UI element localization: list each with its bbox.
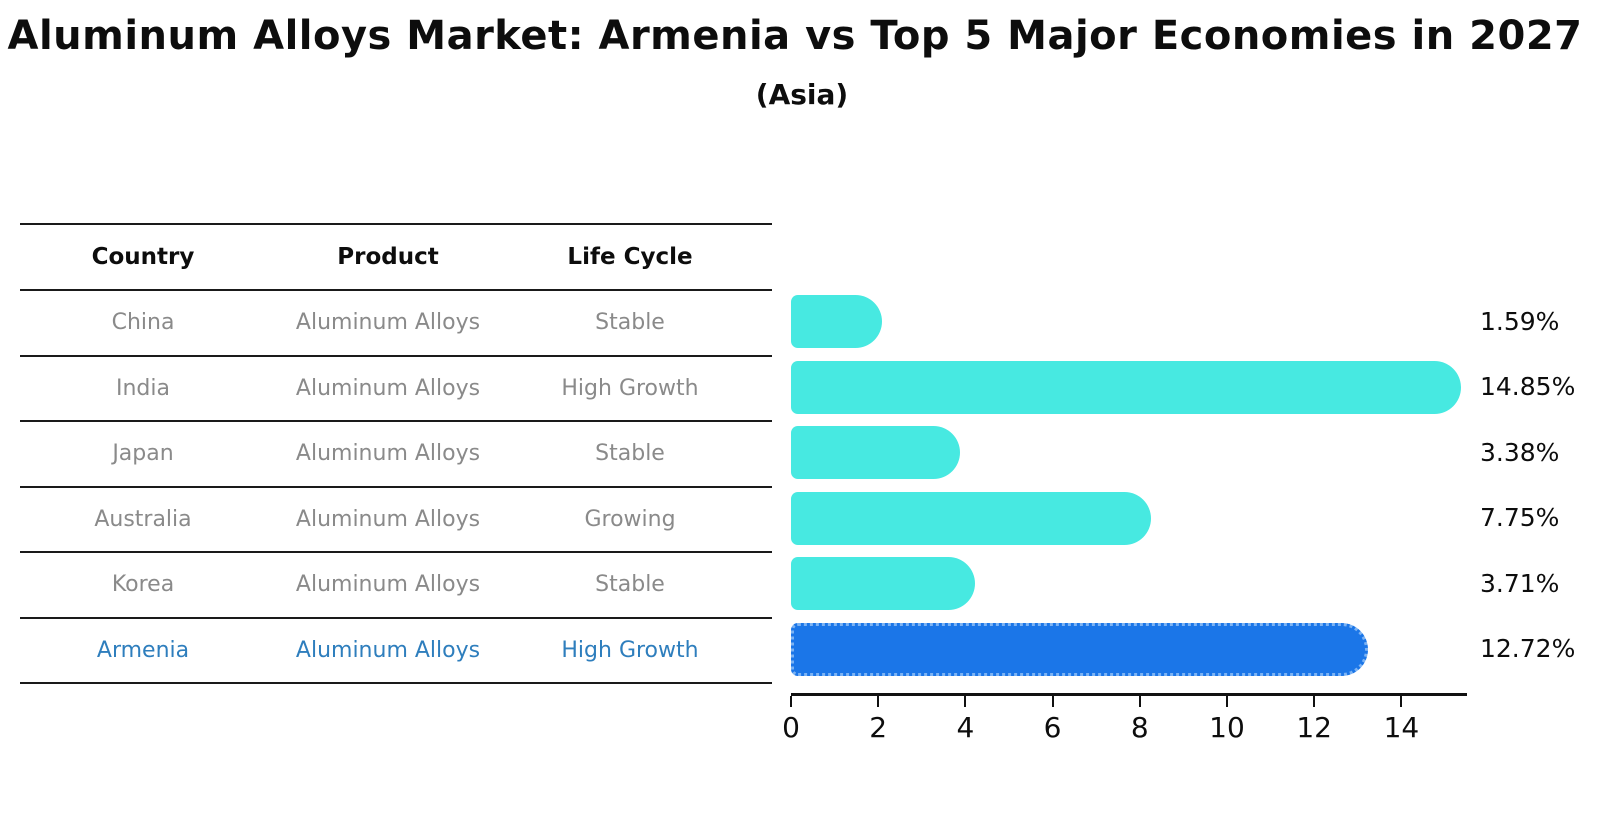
x-axis-tick-label: 2: [869, 711, 888, 744]
cell-country: India: [116, 375, 170, 401]
bar-armenia: [791, 622, 1368, 676]
x-axis-tick-label: 8: [1130, 711, 1149, 744]
bar-value-labels: 1.59% 14.85% 3.38% 7.75% 3.71% 12.72%: [1480, 223, 1604, 696]
cell-country: Australia: [94, 506, 192, 532]
x-axis-tick: [790, 696, 792, 707]
x-axis-tick-label: 10: [1209, 711, 1245, 744]
x-axis-tick-label: 6: [1043, 711, 1062, 744]
x-axis-tick: [1313, 696, 1316, 707]
cell-country: Armenia: [96, 637, 190, 663]
table-row-armenia: Armenia Aluminum Alloys High Growth: [20, 619, 772, 684]
bar-value-label: 14.85%: [1480, 372, 1576, 402]
cell-country: China: [111, 310, 175, 335]
cell-life-cycle: Stable: [595, 310, 665, 335]
cell-product: Aluminum Alloys: [295, 375, 481, 401]
table-row-japan: Japan Aluminum Alloys Stable: [20, 422, 772, 488]
bar-india: [791, 360, 1461, 414]
x-axis-tick: [1226, 696, 1228, 707]
bar-australia: [791, 491, 1151, 545]
x-axis-tick-label: 0: [782, 711, 800, 744]
cell-life-cycle: Growing: [584, 506, 676, 532]
chart-subtitle: (Asia): [755, 78, 849, 111]
table-row-korea: Korea Aluminum Alloys Stable: [20, 553, 772, 619]
bar-japan: [791, 426, 961, 480]
bar-value-label: 3.38%: [1480, 437, 1560, 467]
cell-life-cycle: Stable: [595, 441, 665, 466]
plot-area: 0 2 4 6 8 10 12 14: [782, 223, 1467, 744]
cell-life-cycle: High Growth: [561, 637, 699, 663]
cell-country: Korea: [111, 572, 175, 597]
table-row-australia: Australia Aluminum Alloys Growing: [20, 488, 772, 553]
x-axis-tick: [1051, 696, 1054, 707]
cell-product: Aluminum Alloys: [295, 506, 481, 532]
bar-china: [791, 295, 883, 349]
cell-life-cycle: Stable: [595, 572, 665, 597]
cell-product: Aluminum Alloys: [295, 310, 481, 335]
bar-value-label: 12.72%: [1480, 634, 1576, 664]
x-axis-tick-label: 12: [1296, 711, 1333, 744]
x-axis-tick-label: 4: [956, 711, 975, 744]
country-table: Country Product Life Cycle China Aluminum…: [20, 223, 772, 684]
bar-value-label: 7.75%: [1480, 503, 1560, 533]
x-axis-tick: [1400, 696, 1403, 707]
table-body: China Aluminum Alloys Stable India Aluminum …: [20, 291, 772, 684]
bar-korea: [791, 557, 975, 611]
header-life-cycle: Life Cycle: [567, 244, 693, 270]
chart-title: Aluminum Alloys Market: Armenia vs Top 5…: [7, 13, 1583, 59]
x-axis-tick-label: 14: [1383, 711, 1420, 744]
cell-product: Aluminum Alloys: [295, 572, 481, 597]
x-axis-tick: [1138, 696, 1141, 707]
cell-product: Aluminum Alloys: [295, 637, 481, 663]
table-row-china: China Aluminum Alloys Stable: [20, 291, 772, 357]
header-product: Product: [337, 244, 439, 270]
x-axis-tick: [877, 696, 880, 707]
table-row-india: India Aluminum Alloys High Growth: [20, 357, 772, 422]
cell-product: Aluminum Alloys: [295, 441, 481, 466]
header-country: Country: [91, 244, 195, 270]
cell-country: Japan: [112, 441, 174, 466]
x-axis-tick: [964, 696, 967, 707]
cell-life-cycle: High Growth: [561, 375, 699, 401]
bar-value-label: 1.59%: [1480, 306, 1560, 336]
bar-value-label: 3.71%: [1480, 568, 1560, 598]
table-header-row: Country Product Life Cycle: [20, 225, 772, 291]
